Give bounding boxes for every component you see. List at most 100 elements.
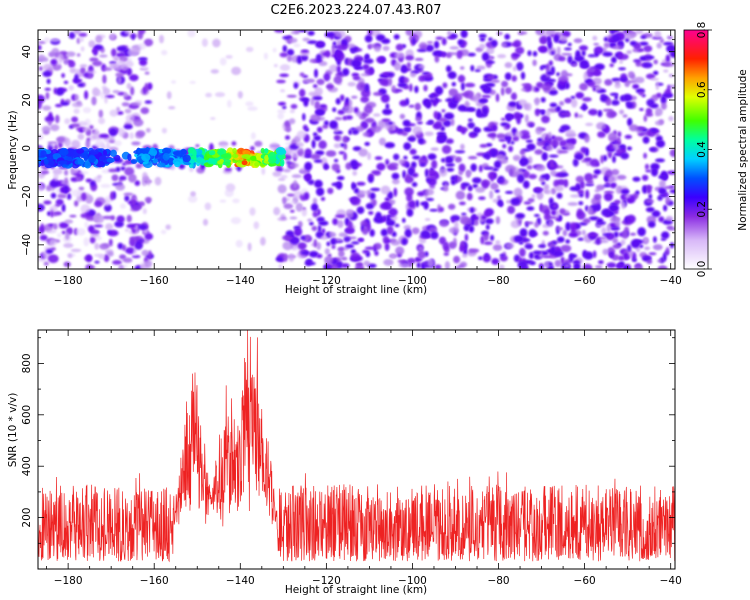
noise-speckle <box>525 139 533 143</box>
noise-speckle <box>476 65 486 70</box>
noise-speckle <box>100 92 105 100</box>
noise-speckle <box>335 50 343 60</box>
noise-speckle <box>402 119 411 127</box>
noise-speckle <box>323 120 329 126</box>
echo-speckle <box>77 158 85 165</box>
noise-speckle <box>114 140 122 147</box>
noise-speckle <box>313 159 323 163</box>
noise-speckle <box>606 223 611 233</box>
noise-speckle <box>91 49 97 53</box>
noise-speckle <box>324 248 330 255</box>
noise-speckle <box>655 81 660 91</box>
noise-speckle <box>411 161 417 168</box>
noise-speckle <box>320 235 328 241</box>
noise-speckle <box>534 97 540 106</box>
noise-speckle <box>132 248 138 256</box>
noise-speckle <box>64 118 71 125</box>
noise-speckle <box>659 180 666 188</box>
noise-speckle <box>593 193 602 200</box>
noise-speckle <box>126 82 132 90</box>
noise-speckle <box>629 232 637 236</box>
x-tick-label: −100 <box>398 275 427 287</box>
noise-speckle <box>595 265 603 269</box>
noise-speckle <box>225 55 233 59</box>
noise-speckle <box>665 215 674 222</box>
noise-speckle <box>402 170 406 179</box>
noise-speckle <box>55 87 65 96</box>
noise-speckle <box>459 261 468 268</box>
snr-frame <box>37 329 676 570</box>
noise-speckle <box>356 181 366 186</box>
noise-speckle <box>419 163 427 167</box>
noise-speckle <box>86 200 91 204</box>
noise-speckle <box>423 201 429 210</box>
noise-speckle <box>100 183 111 188</box>
echo-speckle <box>260 147 265 154</box>
noise-speckle <box>442 82 448 89</box>
noise-speckle <box>391 172 400 180</box>
noise-speckle <box>310 114 321 122</box>
noise-speckle <box>108 238 113 246</box>
noise-speckle <box>505 242 515 249</box>
noise-speckle <box>364 246 376 250</box>
noise-speckle <box>124 228 130 232</box>
noise-speckle <box>307 179 315 185</box>
noise-speckle <box>146 178 151 186</box>
noise-speckle <box>247 242 252 252</box>
noise-speckle <box>464 106 474 112</box>
noise-speckle <box>314 179 323 188</box>
noise-speckle <box>616 136 621 146</box>
noise-speckle <box>495 93 500 102</box>
noise-speckle <box>657 265 668 269</box>
noise-speckle <box>325 150 337 157</box>
noise-speckle <box>102 87 111 96</box>
noise-speckle <box>302 37 311 42</box>
noise-speckle <box>564 142 575 151</box>
noise-speckle <box>126 223 136 229</box>
noise-speckle <box>74 94 79 101</box>
noise-speckle <box>574 153 584 160</box>
noise-speckle <box>202 218 209 226</box>
noise-speckle <box>123 192 134 196</box>
echo-speckle <box>280 159 285 167</box>
noise-speckle <box>287 37 298 44</box>
noise-speckle <box>427 169 436 174</box>
noise-speckle <box>380 228 388 237</box>
noise-speckle <box>49 38 60 43</box>
noise-speckle <box>245 46 254 53</box>
noise-speckle <box>519 157 529 167</box>
noise-speckle <box>501 42 508 48</box>
echo-speckle <box>156 162 166 168</box>
noise-speckle <box>394 52 405 59</box>
noise-speckle <box>609 182 617 189</box>
noise-speckle <box>134 240 144 250</box>
noise-speckle <box>486 46 495 55</box>
noise-speckle <box>144 100 152 104</box>
noise-speckle <box>63 80 69 84</box>
noise-speckle <box>425 100 432 109</box>
noise-speckle <box>626 214 636 224</box>
noise-speckle <box>617 131 622 138</box>
noise-speckle <box>144 82 149 92</box>
noise-speckle <box>89 125 94 130</box>
noise-speckle <box>474 127 482 133</box>
echo-speckle <box>83 153 89 161</box>
noise-speckle <box>254 140 263 147</box>
noise-speckle <box>107 229 112 235</box>
noise-speckle <box>47 254 59 263</box>
noise-speckle <box>114 221 124 228</box>
noise-speckle <box>302 74 309 79</box>
noise-speckle <box>370 187 381 192</box>
noise-speckle <box>617 255 625 261</box>
noise-speckle <box>553 34 560 43</box>
noise-speckle <box>659 38 665 44</box>
noise-speckle <box>448 203 456 210</box>
noise-speckle <box>42 63 54 71</box>
noise-speckle <box>541 82 552 91</box>
noise-speckle <box>57 194 67 199</box>
noise-speckle <box>403 77 410 84</box>
noise-speckle <box>568 253 574 263</box>
noise-speckle <box>61 73 65 78</box>
noise-speckle <box>414 57 424 61</box>
echo-speckle <box>275 147 286 155</box>
